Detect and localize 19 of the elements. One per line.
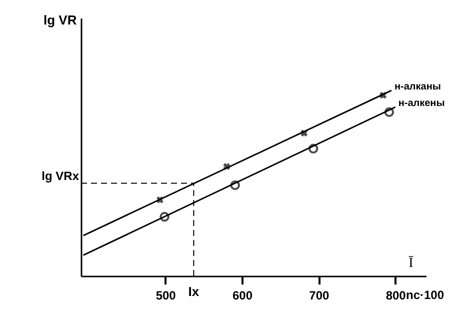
- x-tick-label: 800: [386, 288, 406, 302]
- point: [300, 130, 308, 137]
- point: [223, 162, 230, 170]
- annotation: Ī: [408, 256, 414, 271]
- point: [156, 196, 164, 204]
- ref-line-label: Ix: [188, 284, 200, 299]
- point: [308, 144, 318, 154]
- series-label: н-алкены: [398, 98, 445, 110]
- x-tick-label: 600: [232, 288, 253, 302]
- point: [230, 180, 240, 190]
- series-label: н-алканы: [394, 81, 441, 92]
- ref-line-label: lg VRx: [42, 169, 80, 184]
- y-axis-title: lg VR: [44, 12, 78, 28]
- x-axis-title: nc·100: [406, 288, 444, 302]
- point: [380, 92, 387, 99]
- x-tick-label: 500: [156, 288, 176, 302]
- point: [384, 107, 394, 117]
- point: [160, 212, 170, 222]
- x-tick-label: 700: [309, 288, 330, 302]
